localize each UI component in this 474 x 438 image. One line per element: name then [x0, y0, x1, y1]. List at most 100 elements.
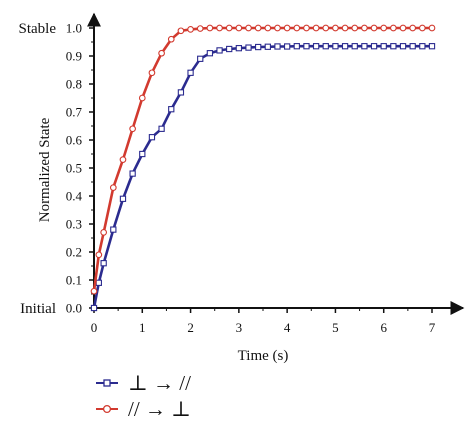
y-end-label-bottom: Initial: [20, 301, 56, 317]
legend-label-series-2: // → ⊥: [128, 397, 191, 421]
series-2-point: [90, 287, 98, 295]
series-2-point: [254, 24, 262, 32]
series-1-point: [187, 69, 194, 76]
series-1-point: [226, 45, 233, 53]
series-1-point: [90, 304, 98, 312]
series-1-point: [361, 43, 368, 50]
series-1-point: [100, 260, 107, 267]
y-tick-label: 0.4: [66, 189, 83, 204]
series-2-point: [351, 24, 359, 32]
series-1-point: [303, 43, 310, 50]
series-1-point: [110, 226, 117, 233]
series-2-point: [196, 25, 204, 32]
x-tick-label: 2: [187, 320, 194, 335]
series-2-point: [225, 24, 233, 32]
y-end-label-top: Stable: [19, 21, 57, 37]
series-1-point: [255, 43, 262, 51]
series-1-point: [428, 43, 436, 50]
legend-marker-series-2: [102, 404, 112, 414]
y-tick-label: 0.3: [66, 217, 82, 232]
series-1-point: [95, 279, 102, 286]
series-2-point: [332, 24, 339, 32]
axes: [87, 12, 465, 315]
series-2-point: [216, 24, 223, 32]
x-tick-label: 3: [236, 320, 243, 335]
series-1-point: [129, 170, 136, 177]
legend-entry-series-2: // → ⊥: [96, 397, 191, 421]
legend-marker-series-1: [103, 379, 111, 387]
series-1-point: [380, 43, 387, 50]
series-1-point: [341, 43, 349, 50]
x-tick-label: 5: [332, 320, 339, 335]
series-2-point: [119, 156, 127, 163]
series-1-point: [177, 89, 185, 96]
series-1-point: [245, 44, 252, 51]
series-2-point: [312, 24, 320, 32]
series-2-point: [129, 125, 136, 133]
y-tick-label: 1.0: [66, 21, 82, 36]
series-2-point: [158, 49, 165, 57]
y-ticks: 0.0 0.1 0.2 0.3 0.4 0.5 0.6 0.7 0.8 0.9 1.0: [66, 21, 94, 316]
series-1-point: [216, 47, 223, 54]
series-1-point: [322, 43, 329, 50]
x-ticks: 0 1 2 3 4 5 6 7: [91, 308, 436, 335]
series-2-point: [399, 24, 407, 32]
series-2-point: [370, 24, 378, 32]
series-1-point: [148, 134, 156, 141]
series-2-point: [206, 24, 214, 32]
y-tick-label: 0.2: [66, 245, 82, 260]
series-2-point: [303, 24, 310, 32]
series-2-point: [95, 251, 103, 259]
series-2-point: [100, 229, 108, 236]
legend-label-series-1: ⊥ → //: [128, 371, 191, 395]
series-1-point: [197, 55, 204, 62]
legend: ⊥ → // // → ⊥: [96, 371, 191, 421]
y-tick-label: 0.0: [66, 301, 82, 316]
series-2-line: [92, 26, 434, 293]
series-2-point: [167, 35, 175, 43]
series-2-point: [322, 24, 330, 32]
series-1-point: [399, 43, 407, 50]
series-1-point: [419, 43, 426, 50]
series-1-line: [92, 44, 434, 310]
series-1-point: [206, 50, 214, 57]
series-2-point: [235, 24, 243, 32]
series-2-point: [380, 24, 388, 32]
series-2-point: [409, 24, 417, 32]
series-1-point: [139, 150, 146, 158]
series-2-point: [390, 24, 397, 32]
x-axis-title: Time (s): [238, 348, 289, 364]
series-1-point: [390, 43, 397, 50]
y-tick-label: 0.5: [66, 161, 82, 176]
series-1-point: [370, 43, 378, 50]
series-1-point: [264, 43, 271, 50]
series-1-point: [351, 43, 358, 50]
series-2-point: [264, 24, 272, 32]
x-tick-label: 1: [139, 320, 146, 335]
series-1-point: [119, 195, 127, 202]
y-tick-label: 0.7: [66, 105, 83, 120]
series-2-point: [274, 24, 281, 32]
y-axis-title: Normalized State: [37, 117, 53, 222]
series-2-point: [148, 69, 156, 77]
series-1-point: [283, 43, 291, 50]
y-tick-label: 0.1: [66, 273, 82, 288]
y-tick-label: 0.9: [66, 49, 82, 64]
series-2-point: [361, 24, 368, 32]
x-tick-label: 7: [429, 320, 436, 335]
series-layer: [90, 24, 436, 312]
series-2-point: [283, 24, 291, 32]
series-1-point: [274, 43, 281, 50]
series-2-point: [293, 24, 301, 32]
x-tick-label: 0: [91, 320, 98, 335]
series-1-point: [409, 43, 416, 50]
x-tick-label: 6: [380, 320, 387, 335]
series-2-point: [428, 24, 436, 32]
y-tick-label: 0.6: [66, 133, 83, 148]
series-2-point: [418, 24, 426, 32]
series-2-point: [245, 24, 252, 32]
series-2-point: [177, 27, 185, 35]
series-1-point: [168, 106, 175, 113]
series-2-point: [109, 184, 117, 191]
